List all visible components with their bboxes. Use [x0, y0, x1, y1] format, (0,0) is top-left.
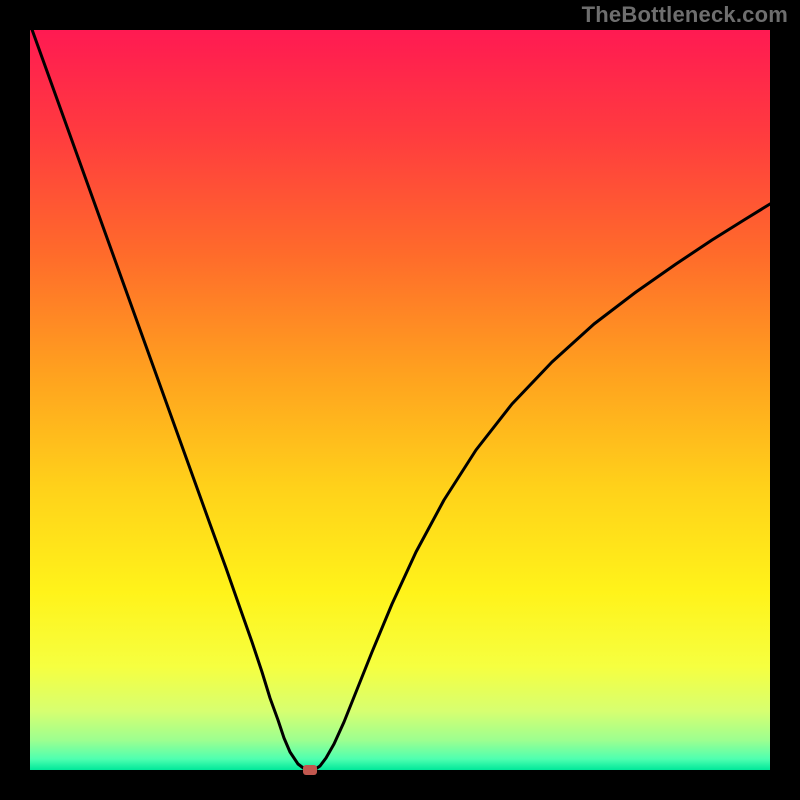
chart-container: TheBottleneck.com: [0, 0, 800, 800]
curve-svg: [0, 0, 800, 800]
watermark-text: TheBottleneck.com: [582, 2, 788, 28]
optimum-marker: [303, 765, 317, 775]
bottleneck-curve: [30, 24, 770, 770]
